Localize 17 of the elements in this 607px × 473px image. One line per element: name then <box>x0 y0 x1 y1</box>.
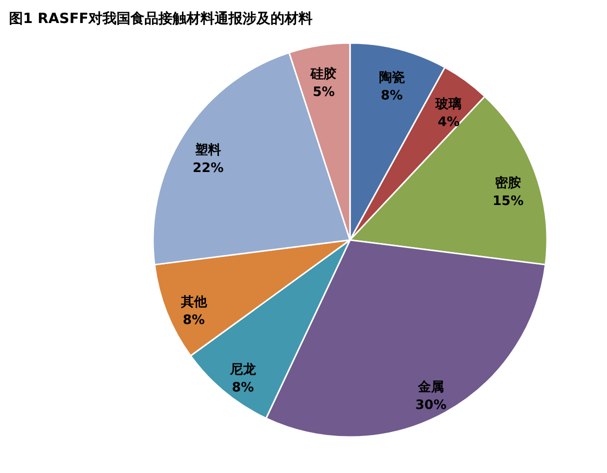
slice-label: 尼龙 <box>228 362 257 378</box>
data-label: 22% <box>192 160 224 176</box>
data-label: 5% <box>312 85 335 100</box>
data-label: 8% <box>380 88 403 104</box>
data-label: 30% <box>415 398 446 414</box>
data-label: 4% <box>438 115 460 130</box>
slice-label: 密胺 <box>495 175 522 192</box>
slice-label: 其他 <box>180 294 208 310</box>
data-label: 8% <box>182 312 205 328</box>
slice-label: 陶瓷 <box>378 70 405 86</box>
chart-title: 图1 RASFF对我国食品接触材料通报涉及的材料 <box>9 10 312 27</box>
data-label: 8% <box>232 380 254 396</box>
slice-label: 玻璃 <box>434 96 462 112</box>
slice-label: 硅胶 <box>310 66 337 82</box>
data-label: 15% <box>492 194 524 210</box>
slice-label: 塑料 <box>194 142 222 158</box>
slice-label: 金属 <box>416 380 444 396</box>
